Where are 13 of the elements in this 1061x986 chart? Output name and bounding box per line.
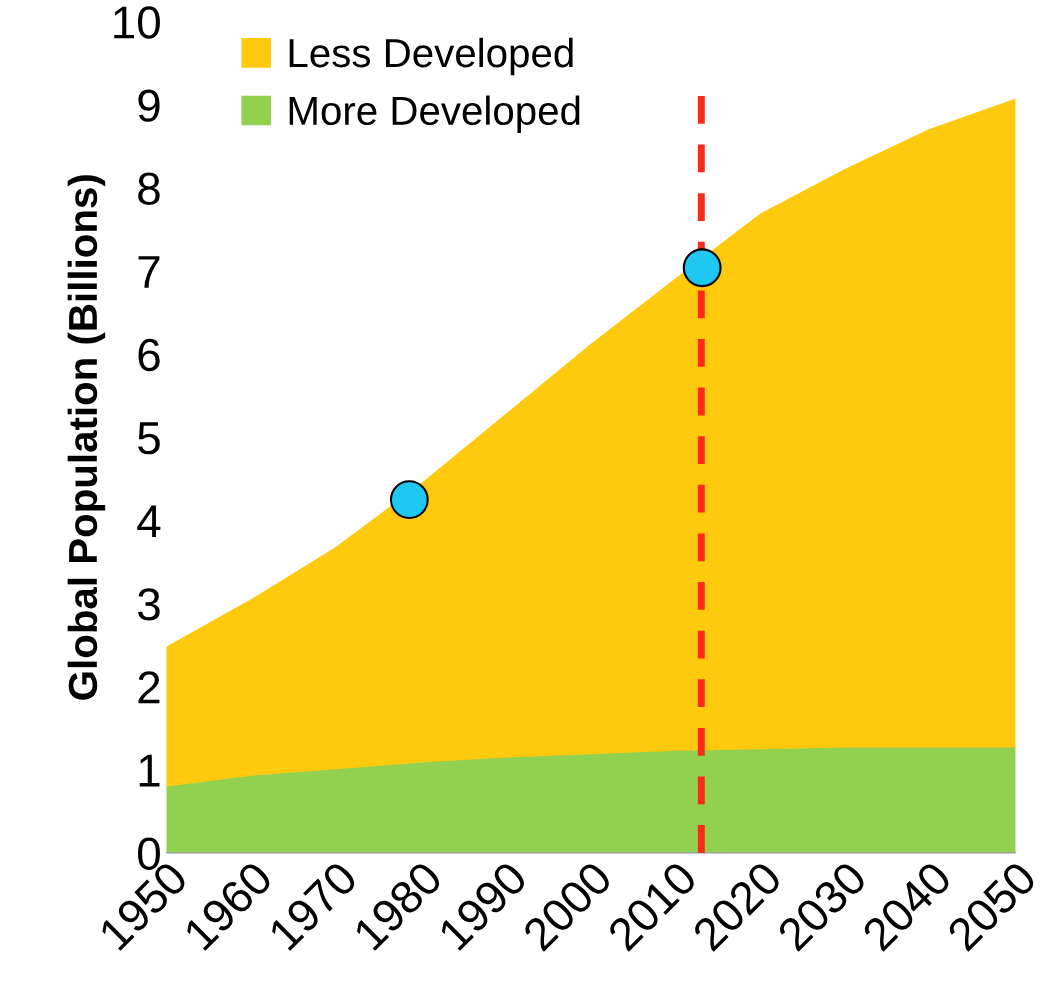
y-tick-label: 6 — [138, 338, 160, 372]
y-tick-label: 3 — [137, 588, 160, 621]
y-tick-label: 10 — [114, 6, 160, 39]
y-axis-title: Global Population (Billions) — [67, 175, 106, 700]
y-tick-label: 7 — [138, 256, 160, 288]
legend-label: Less Developed — [289, 37, 573, 76]
legend-label: More Developed — [289, 95, 580, 134]
y-tick-label: 9 — [138, 89, 160, 122]
y-tick-label: 2 — [138, 671, 160, 704]
y-tick-label: 5 — [138, 422, 160, 455]
y-tick-label: 8 — [138, 172, 160, 205]
y-tick-label: 4 — [137, 505, 161, 538]
y-tick-label: 1 — [139, 754, 160, 787]
